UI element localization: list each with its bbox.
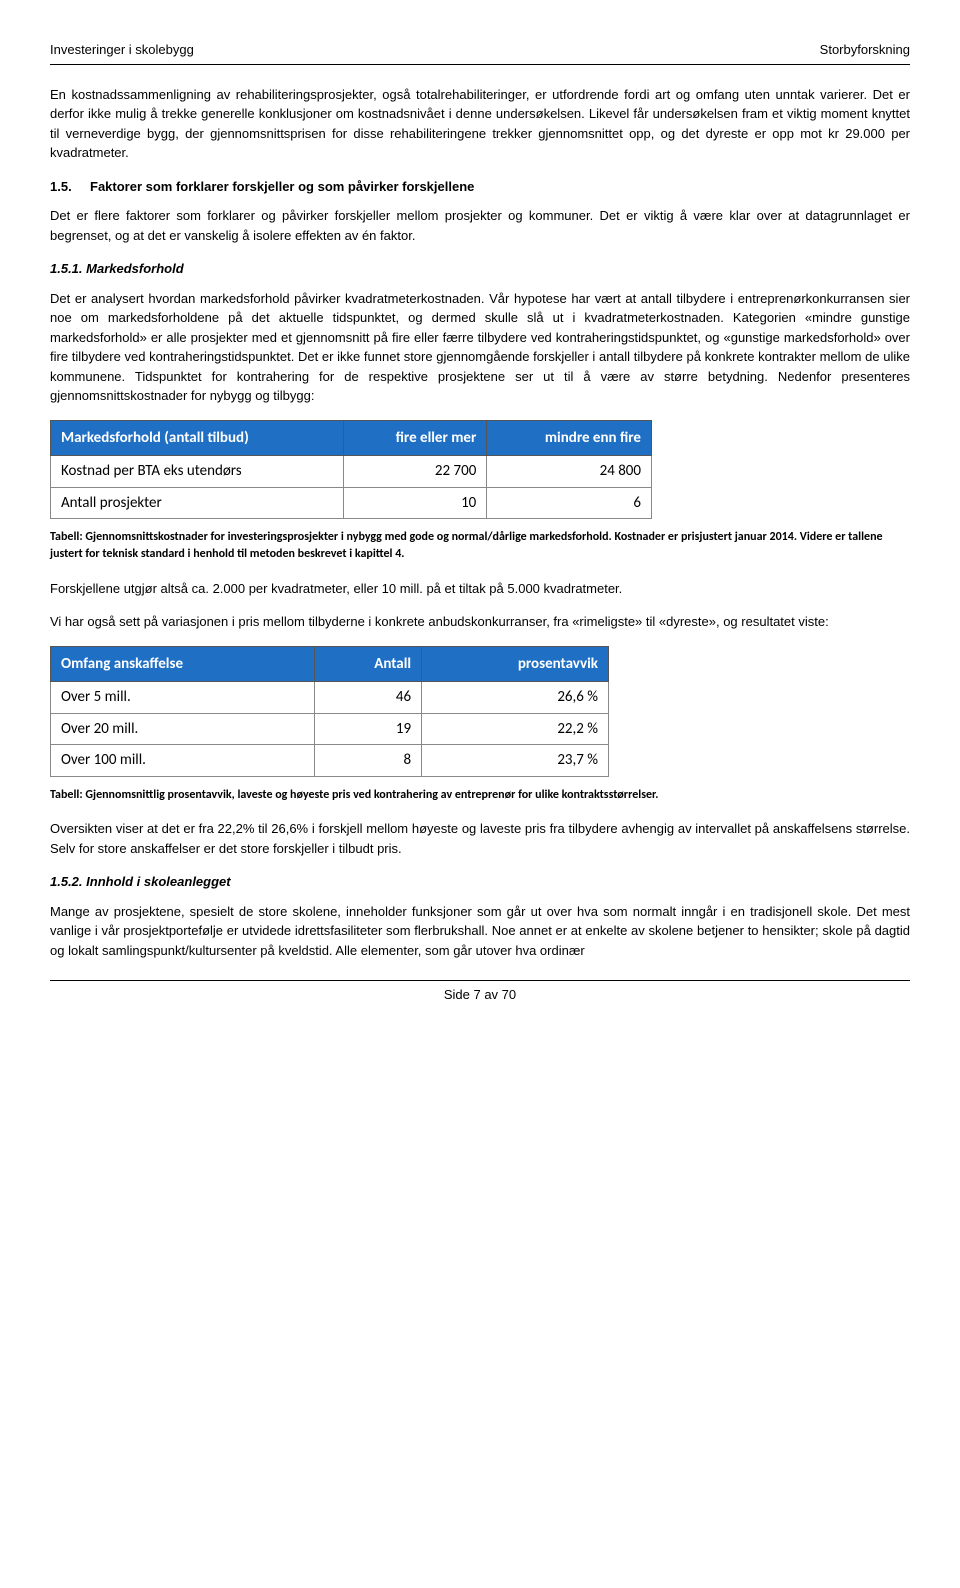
table-cell: 24 800 (487, 456, 652, 488)
table-row: Over 5 mill. 46 26,6 % (51, 682, 609, 714)
paragraph: Mange av prosjektene, spesielt de store … (50, 902, 910, 961)
table-header: prosentavvik (422, 646, 609, 682)
table-cell: 46 (315, 682, 422, 714)
table-header: Omfang anskaffelse (51, 646, 315, 682)
page-header: Investeringer i skolebygg Storbyforsknin… (50, 40, 910, 60)
table-cell: 10 (344, 487, 487, 519)
table-cell: 8 (315, 745, 422, 777)
table-cell: 26,6 % (422, 682, 609, 714)
section-title: Faktorer som forklarer forskjeller og so… (90, 177, 474, 197)
paragraph: Vi har også sett på variasjonen i pris m… (50, 612, 910, 632)
page-footer: Side 7 av 70 (50, 980, 910, 1005)
paragraph: Oversikten viser at det er fra 22,2% til… (50, 819, 910, 858)
page-number: Side 7 av 70 (444, 987, 516, 1002)
table-header: Markedsforhold (antall tilbud) (51, 420, 344, 456)
header-rule (50, 64, 910, 65)
table-header: mindre enn fire (487, 420, 652, 456)
header-left: Investeringer i skolebygg (50, 40, 194, 60)
paragraph: Forskjellene utgjør altså ca. 2.000 per … (50, 579, 910, 599)
table-row: Antall prosjekter 10 6 (51, 487, 652, 519)
table-row: Over 100 mill. 8 23,7 % (51, 745, 609, 777)
subsection-1-5-1: 1.5.1. Markedsforhold (50, 259, 910, 279)
paragraph: En kostnadssammenligning av rehabiliteri… (50, 85, 910, 163)
table-cell: Kostnad per BTA eks utendørs (51, 456, 344, 488)
procurement-scope-table: Omfang anskaffelse Antall prosentavvik O… (50, 646, 609, 777)
market-conditions-table: Markedsforhold (antall tilbud) fire elle… (50, 420, 652, 520)
table-cell: Over 5 mill. (51, 682, 315, 714)
section-1-5: 1.5. Faktorer som forklarer forskjeller … (50, 177, 910, 197)
table-cell: 22,2 % (422, 713, 609, 745)
table-caption: Tabell: Gjennomsnittlig prosentavvik, la… (50, 787, 910, 804)
table-caption: Tabell: Gjennomsnittskostnader for inves… (50, 529, 910, 563)
table-cell: Over 20 mill. (51, 713, 315, 745)
table-header: fire eller mer (344, 420, 487, 456)
paragraph: Det er flere faktorer som forklarer og p… (50, 206, 910, 245)
table-cell: Antall prosjekter (51, 487, 344, 519)
table-cell: Over 100 mill. (51, 745, 315, 777)
table-cell: 6 (487, 487, 652, 519)
table-cell: 23,7 % (422, 745, 609, 777)
header-right: Storbyforskning (820, 40, 910, 60)
table-header: Antall (315, 646, 422, 682)
table-cell: 19 (315, 713, 422, 745)
subsection-1-5-2: 1.5.2. Innhold i skoleanlegget (50, 872, 910, 892)
paragraph: Det er analysert hvordan markedsforhold … (50, 289, 910, 406)
table-row: Kostnad per BTA eks utendørs 22 700 24 8… (51, 456, 652, 488)
table-cell: 22 700 (344, 456, 487, 488)
section-number: 1.5. (50, 177, 90, 197)
table-row: Over 20 mill. 19 22,2 % (51, 713, 609, 745)
